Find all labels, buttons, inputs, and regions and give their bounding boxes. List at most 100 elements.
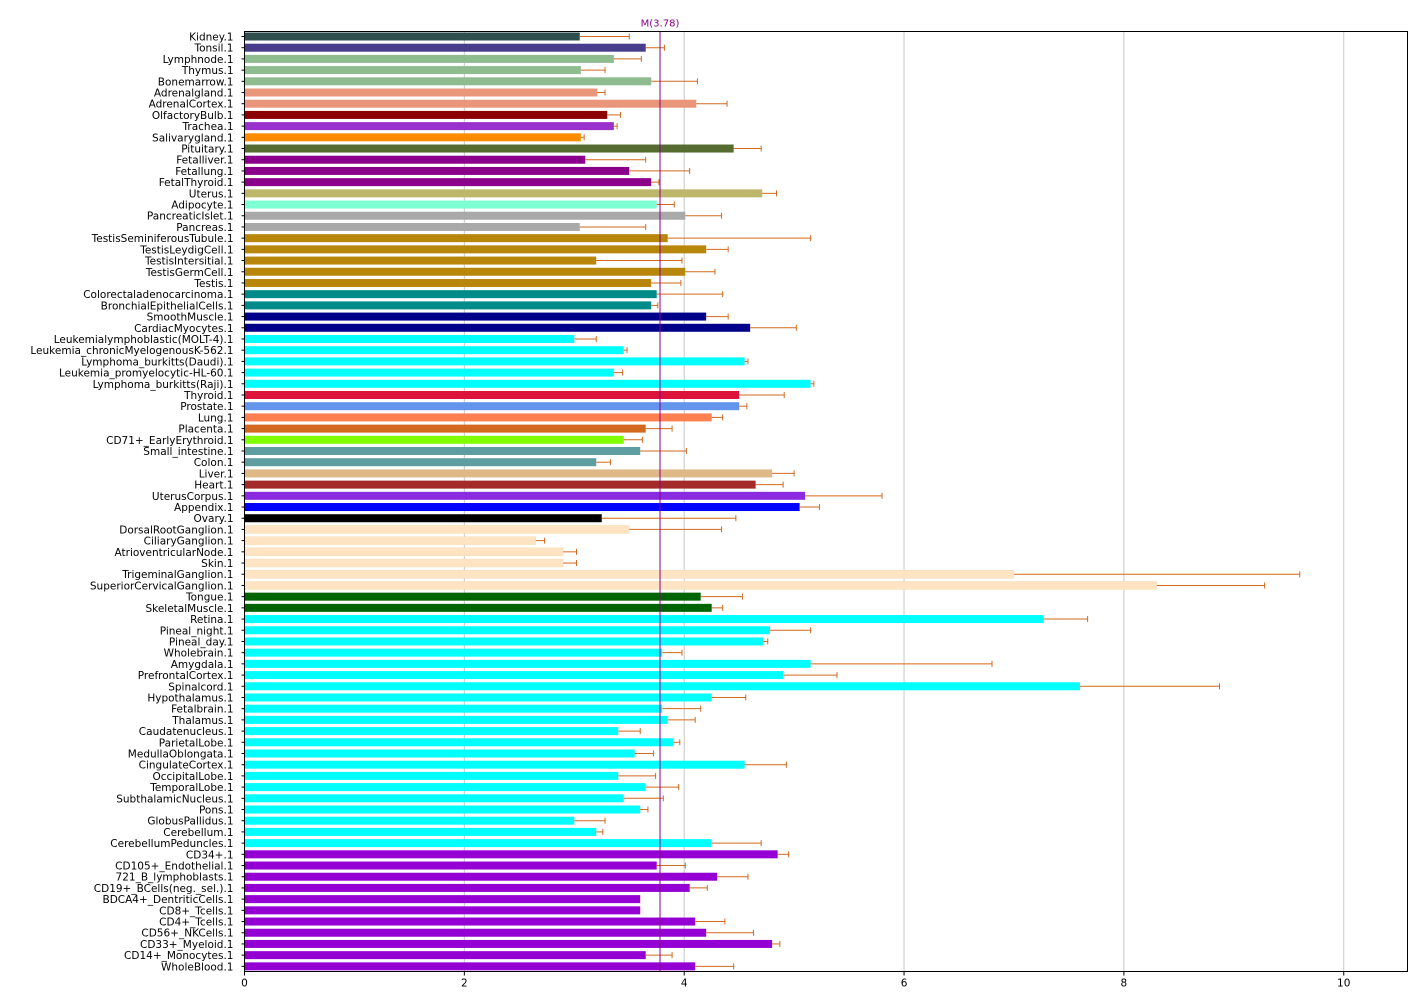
bar	[244, 469, 773, 478]
x-axis-ticks: 0 2 4 6 8 10	[241, 971, 1350, 990]
y-tick-label: Fetallung.1	[175, 166, 233, 178]
bar	[244, 234, 668, 243]
bar	[244, 592, 701, 601]
bar	[244, 110, 608, 119]
y-tick-label: Spinalcord.1	[168, 681, 233, 693]
y-tick-label: CingulateCortex.1	[139, 760, 234, 772]
bar	[244, 323, 751, 332]
y-tick-label: Skin.1	[201, 558, 233, 570]
grid-lines	[463, 31, 1345, 972]
y-tick-label: Ovary.1	[194, 513, 234, 525]
bar	[244, 88, 598, 97]
y-tick-label: Caudatenucleus.1	[139, 726, 234, 738]
y-tick-label: Hypothalamus.1	[147, 692, 233, 704]
bar	[244, 816, 575, 825]
y-tick-label: UterusCorpus.1	[152, 491, 234, 503]
y-tick-label: TemporalLobe.1	[149, 782, 233, 794]
bar	[244, 379, 811, 388]
y-tick-label: Fetalliver.1	[176, 155, 233, 167]
y-tick-label: TestisGermCell.1	[145, 267, 234, 279]
bar	[244, 222, 580, 231]
bar	[244, 312, 707, 321]
bar	[244, 290, 657, 299]
bar	[244, 547, 564, 557]
bar	[244, 413, 712, 422]
y-tick-label: OccipitalLobe.1	[152, 771, 233, 783]
bar	[244, 32, 580, 41]
y-tick-label: MedullaOblongata.1	[128, 748, 234, 760]
y-tick-label: Lymphoma_burkitts(Daudi).1	[81, 356, 233, 368]
y-tick-label: SmoothMuscle.1	[147, 312, 234, 324]
y-tick-label: TrigeminalGanglion.1	[121, 569, 233, 581]
y-tick-label: CardiacMyocytes.1	[134, 323, 233, 335]
y-tick-label: Bonemarrow.1	[158, 76, 234, 88]
y-tick-label: 721_B_lymphoblasts.1	[116, 872, 234, 884]
y-tick-label: Amygdala.1	[171, 659, 234, 671]
y-tick-label: Thymus.1	[181, 65, 234, 77]
bar	[244, 536, 537, 545]
x-tick-label: 2	[461, 978, 468, 990]
bar	[244, 200, 657, 209]
y-tick-label: Retina.1	[190, 614, 233, 626]
y-tick-label: Fetalbrain.1	[171, 704, 233, 716]
bar	[244, 659, 811, 668]
y-tick-label: TestisSeminiferousTubule.1	[91, 233, 234, 245]
y-tick-label: SkeletalMuscle.1	[145, 603, 233, 615]
bar	[244, 77, 652, 86]
x-tick-label: 10	[1337, 978, 1350, 990]
bar	[244, 861, 657, 870]
bar	[244, 43, 646, 52]
bar	[244, 480, 756, 489]
bar	[244, 603, 712, 612]
y-tick-label: OlfactoryBulb.1	[152, 110, 234, 122]
y-tick-label: Leukemia_chronicMyelogenousK-562.1	[30, 345, 233, 357]
y-tick-label: CD34+.1	[186, 849, 234, 861]
y-tick-label: AtrioventricularNode.1	[115, 547, 234, 559]
x-tick-label: 0	[241, 978, 248, 990]
bar	[244, 491, 806, 500]
bar	[244, 368, 614, 377]
y-tick-label: CD19+_BCells(neg._sel.).1	[94, 883, 234, 895]
y-tick-label: Appendix.1	[174, 502, 233, 514]
bar	[244, 54, 614, 63]
bar	[244, 693, 712, 702]
x-tick-label: 6	[901, 978, 908, 990]
bar	[244, 626, 770, 635]
bar	[244, 648, 663, 657]
y-tick-label: Pituitary.1	[181, 144, 233, 156]
y-tick-label: Prostate.1	[180, 401, 233, 413]
y-tick-label: AdrenalCortex.1	[149, 99, 234, 111]
bar	[244, 503, 800, 512]
bar	[244, 458, 597, 467]
y-tick-label: CD4+_Tcells.1	[159, 917, 233, 929]
error-bars	[535, 33, 1301, 970]
y-tick-label: Placenta.1	[178, 424, 233, 436]
bar	[244, 704, 663, 713]
bar	[244, 390, 740, 399]
bar	[244, 525, 630, 534]
bar	[244, 166, 630, 175]
bar	[244, 727, 619, 736]
bar	[244, 939, 773, 948]
y-tick-label: PrefrontalCortex.1	[138, 670, 234, 682]
bar	[244, 189, 763, 198]
y-tick-label: CD56+_NKCells.1	[141, 928, 233, 940]
y-tick-label: CD8+_Tcells.1	[159, 905, 233, 917]
y-tick-label: Cerebellum.1	[163, 827, 233, 839]
bar	[244, 267, 686, 276]
bar	[244, 301, 652, 310]
bar	[244, 760, 745, 769]
y-tick-label: SuperiorCervicalGanglion.1	[90, 580, 234, 592]
bar	[244, 245, 707, 254]
y-tick-labels: Kidney.1Tonsil.1Lymphnode.1Thymus.1Bonem…	[30, 32, 245, 973]
bar	[244, 447, 641, 456]
y-tick-label: Salivarygland.1	[152, 132, 233, 144]
bar	[244, 514, 602, 523]
bar	[244, 917, 696, 926]
bar	[244, 133, 581, 142]
bar	[244, 951, 646, 960]
y-tick-label: CerebellumPeduncles.1	[110, 838, 233, 850]
bar	[244, 402, 740, 411]
bar	[244, 805, 641, 814]
y-tick-label: Lung.1	[198, 412, 234, 424]
